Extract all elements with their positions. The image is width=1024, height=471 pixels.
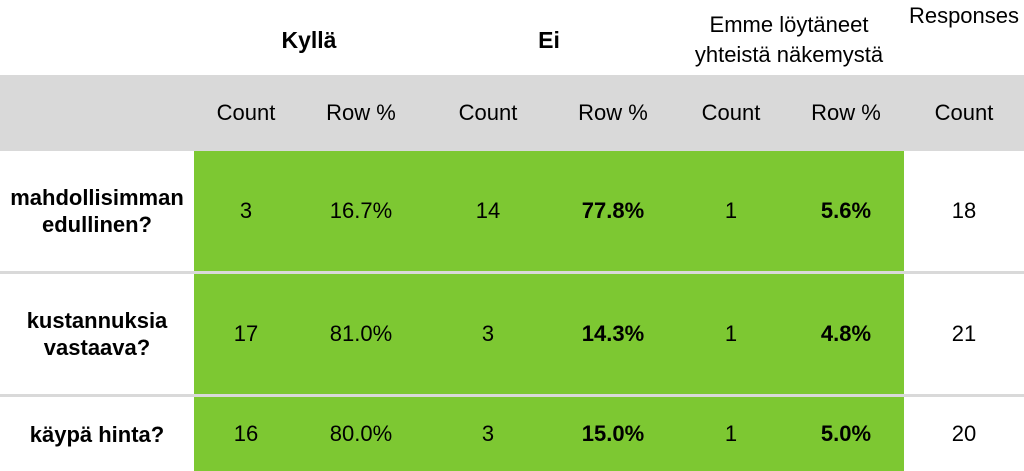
cell-kylla-count: 3 [239,198,253,223]
group-header-kylla: Kyllä [281,26,337,53]
row-label-line1: mahdollisimman [10,185,184,210]
subheader-row-pct: Row % [326,100,396,125]
cell-emme-count: 1 [724,321,738,346]
row-label-line2: edullinen? [42,212,152,237]
cell-kylla-count: 16 [233,421,259,446]
subheader-band [0,75,1024,151]
row-label: mahdollisimman edullinen? [0,151,194,271]
cell-emme-row-pct: 4.8% [820,321,872,346]
subheader-count: Count [458,100,518,125]
cell-ei-row-pct: 15.0% [581,421,645,446]
cell-ei-row-pct: 14.3% [581,321,645,346]
cell-kylla-count: 17 [233,321,259,346]
subheader-count: Count [934,100,994,125]
cell-emme-count: 1 [724,198,738,223]
subheader-count: Count [216,100,276,125]
cell-responses-count: 20 [951,421,977,446]
row-label-line2: vastaava? [43,335,151,360]
subheader-row-pct: Row % [811,100,881,125]
cell-kylla-row-pct: 81.0% [329,321,393,346]
cell-ei-count: 3 [481,421,495,446]
cell-emme-row-pct: 5.0% [820,421,872,446]
row-separator [0,394,1024,397]
cell-ei-row-pct: 77.8% [581,198,645,223]
cell-ei-count: 3 [481,321,495,346]
group-header-emme-line1: Emme löytäneet [709,12,869,37]
row-separator [0,271,1024,274]
group-header-responses: Responses [908,3,1020,28]
subheader-row-pct: Row % [578,100,648,125]
cell-responses-count: 18 [951,198,977,223]
cell-emme-count: 1 [724,421,738,446]
row-label-line1: kustannuksia [26,308,168,333]
cell-ei-count: 14 [475,198,501,223]
row-label-line1: käypä hinta? [29,421,165,447]
cell-responses-count: 21 [951,321,977,346]
row-label: kustannuksia vastaava? [0,274,194,394]
highlight-area [194,151,904,471]
group-header-ei: Ei [538,26,560,53]
cell-kylla-row-pct: 80.0% [329,421,393,446]
cell-kylla-row-pct: 16.7% [329,198,393,223]
group-header-emme-line2: yhteistä näkemystä [694,42,884,67]
row-label: käypä hinta? [0,397,194,471]
group-header-emme: Emme löytäneet yhteistä näkemystä [674,0,904,80]
subheader-count: Count [701,100,761,125]
cell-emme-row-pct: 5.6% [820,198,872,223]
